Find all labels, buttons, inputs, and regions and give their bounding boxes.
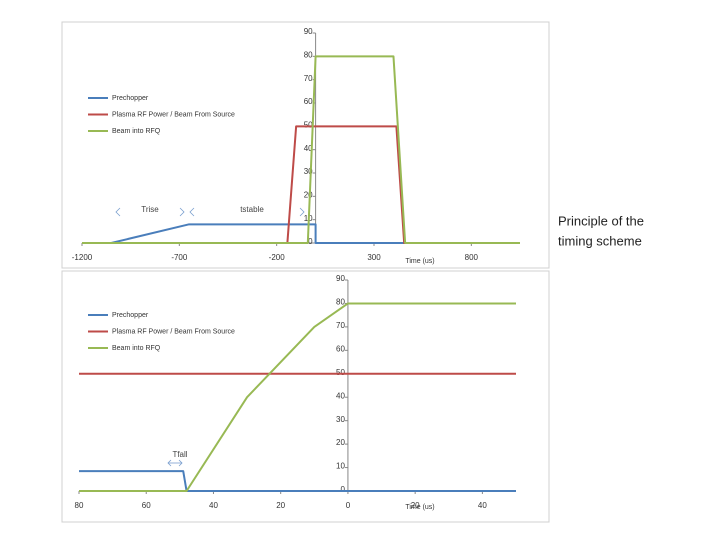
side-text: Principle of the [558, 213, 644, 228]
x-tick-label: -700 [171, 253, 188, 262]
y-tick-label: 40 [304, 144, 313, 153]
x-tick-label: 40 [209, 501, 218, 510]
y-tick-label: 0 [308, 237, 313, 246]
annotation: Tfall [172, 450, 187, 459]
x-tick-label: 800 [465, 253, 479, 262]
legend-label: Prechopper [112, 95, 149, 102]
y-tick-label: 20 [304, 190, 313, 199]
range-arrows [115, 207, 305, 467]
y-tick-label: 90 [336, 274, 345, 283]
x-tick-label: 20 [276, 501, 285, 510]
x-tick-label: 300 [367, 253, 381, 262]
y-tick-label: 70 [304, 74, 313, 83]
x-tick-label: 60 [142, 501, 151, 510]
x-axis-label: Time (us) [405, 504, 434, 511]
y-tick-label: 30 [336, 415, 345, 424]
legend-label: Beam into RFQ [112, 345, 161, 352]
y-tick-label: 50 [336, 368, 345, 377]
legend-label: Plasma RF Power / Beam From Source [112, 328, 235, 335]
series-line [82, 55, 520, 244]
x-tick-label: -1200 [72, 253, 93, 262]
y-tick-label: 20 [336, 438, 345, 447]
chart-frame [61, 270, 550, 523]
y-tick-label: 70 [336, 321, 345, 330]
annotation: Trise [141, 205, 159, 214]
legend-label: Plasma RF Power / Beam From Source [112, 111, 235, 118]
x-axis-label: Time (us) [405, 258, 434, 265]
series-line [79, 302, 516, 492]
legend-label: Prechopper [112, 312, 149, 319]
y-tick-label: 90 [304, 27, 313, 36]
annotation: tstable [240, 205, 264, 214]
y-tick-label: 80 [304, 50, 313, 59]
y-tick-label: 30 [304, 167, 313, 176]
x-tick-label: 40 [478, 501, 487, 510]
legend-label: Beam into RFQ [112, 128, 161, 135]
y-tick-label: 10 [336, 462, 345, 471]
y-tick-label: 50 [304, 120, 313, 129]
y-tick-label: 60 [304, 97, 313, 106]
y-tick-label: 80 [336, 298, 345, 307]
series-line [79, 470, 516, 492]
x-tick-label: 80 [75, 501, 84, 510]
x-tick-label: -200 [269, 253, 286, 262]
y-tick-label: 40 [336, 391, 345, 400]
x-tick-label: 20 [411, 501, 420, 510]
x-tick-label: 0 [346, 501, 351, 510]
side-text: timing scheme [558, 233, 642, 248]
y-tick-label: 60 [336, 344, 345, 353]
chart-frame [61, 21, 550, 269]
y-tick-label: 0 [340, 485, 345, 494]
